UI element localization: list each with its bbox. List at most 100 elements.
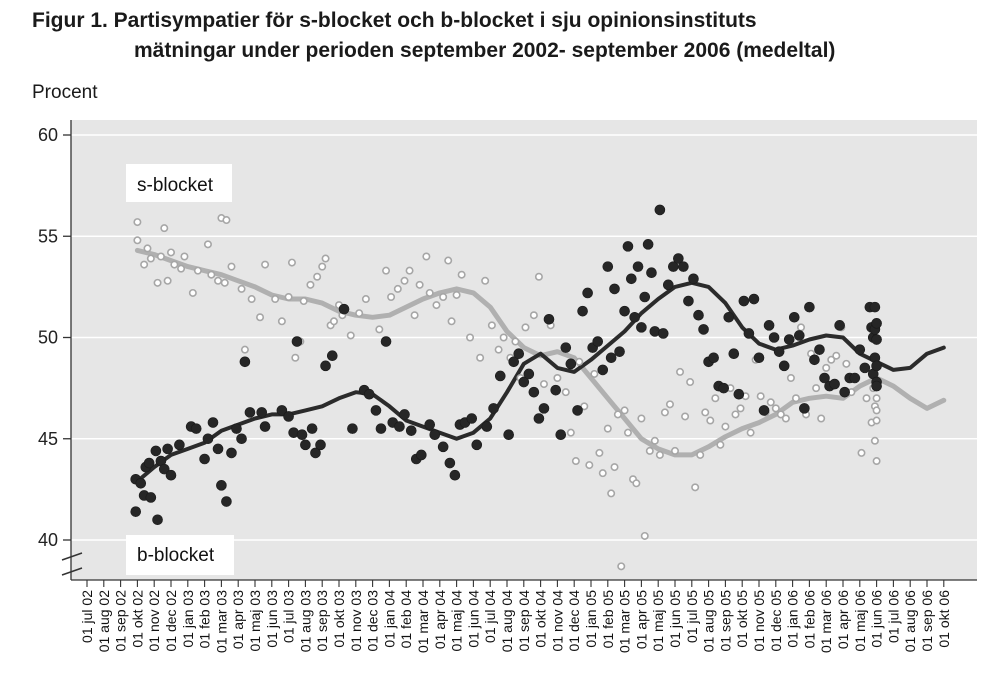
b-blocket-trend-line [135,280,946,484]
s-blocket-point [696,450,705,459]
b-blocket-point [494,370,506,382]
b-blocket-point [869,301,881,313]
b-blocket-point [394,421,405,432]
b-blocket-point [849,372,861,384]
x-tick-label: 01 jan 05 [583,590,599,648]
x-tick-label: 01 mar 04 [415,590,431,653]
x-tick-label: 01 nov 03 [348,590,364,652]
b-blocket-point [158,463,170,475]
b-blocket-point [783,334,795,345]
s-blocket-point [756,392,765,401]
b-blocket-point [636,322,647,333]
s-blocket-point [731,410,740,419]
b-blocket-point [202,433,214,445]
s-blocket-point [476,353,485,362]
b-blocket-point [488,403,499,414]
x-tick-label: 01 feb 05 [600,590,616,649]
s-blocket-point [415,280,424,289]
b-blocket-point [143,457,155,469]
s-blocket-point [499,333,508,342]
s-blocket-point [481,276,490,285]
s-blocket-point [822,363,831,372]
s-blocket-point [862,394,871,403]
b-blocket-point [871,334,882,345]
x-tick-label: 01 jan 06 [785,590,801,648]
s-blocket-point [746,428,755,437]
s-blocket-point [487,321,496,330]
b-blocket-point [437,441,449,453]
s-blocket-point [143,244,152,253]
x-tick-label: 01 okt 02 [129,590,145,648]
x-tick-label: 01 maj 03 [247,590,263,652]
b-blocket-point [444,457,456,469]
b-blocket-point [244,407,256,418]
b-blocket-point [614,346,625,357]
b-blocket-point [748,293,760,305]
s-blocket-point [632,479,641,488]
s-blocket-point [222,216,231,225]
b-blocket-point [560,342,572,353]
b-blocket-point [582,287,593,299]
b-blocket-point [629,311,640,323]
s-blocket-point [857,448,866,457]
x-tick-label: 01 nov 04 [549,590,565,652]
b-blocket-point [283,411,294,422]
s-blocket-points [133,214,881,571]
s-blocket-point [193,266,202,275]
b-blocket-point [577,305,588,317]
b-blocket-point [871,318,882,329]
s-blocket-point [701,408,710,417]
s-blocket-point [361,295,370,304]
s-blocket-point [571,457,580,466]
s-blocket-point [534,272,543,281]
s-blocket-point [872,457,881,466]
s-blocket-point [603,424,612,433]
s-blocket-point [375,325,384,334]
s-blocket-point [494,345,503,354]
s-blocket-point [872,394,881,403]
chart-title: Figur 1. Partisympatier för s-blocket oc… [32,6,835,66]
b-blocket-point [871,360,882,372]
b-blocket-point [150,445,162,457]
b-blocket-point [231,423,242,434]
s-blocket-point [566,428,575,437]
b-blocket-point [728,348,740,360]
b-blocket-point [306,423,318,434]
y-tick-label-40: 40 [38,530,58,550]
x-tick-label: 01 nov 05 [751,590,767,652]
b-blocket-point [718,382,730,394]
s-blocket-point [776,410,785,419]
b-blocket-point [256,407,268,418]
b-blocket-label-box [126,535,234,575]
b-blocket-point [773,346,785,357]
b-blocket-point [763,320,775,331]
b-blocket-trend [135,280,946,484]
s-blocket-point [598,469,607,478]
s-blocket-point [870,436,879,445]
b-blocket-point [259,421,271,432]
s-blocket-point [284,292,293,301]
b-blocket-point [829,378,840,390]
x-tick-label: 01 nov 02 [146,590,162,652]
b-blocket-point [753,352,765,364]
x-tick-label: 01 maj 04 [449,590,465,652]
b-blocket-point [347,423,358,434]
b-blocket-point [145,492,157,503]
s-blocket-point [452,290,461,299]
b-blocket-point [662,279,674,291]
b-blocket-point [449,469,461,481]
s-blocket-point [660,408,669,417]
b-blocket-point [778,360,790,372]
s-blocket-point [771,404,780,413]
s-blocket-label-box [126,164,232,202]
b-blocket-point [212,443,224,455]
s-blocket-point [521,323,530,332]
s-blocket-point [539,380,548,389]
s-blocket-point [153,278,162,287]
b-blocket-point [363,388,375,400]
s-blocket-point [466,333,475,342]
x-tick-label: 01 mar 03 [213,590,229,653]
b-blocket-point [503,429,514,441]
b-blocket-label: b-blocket [137,545,215,566]
